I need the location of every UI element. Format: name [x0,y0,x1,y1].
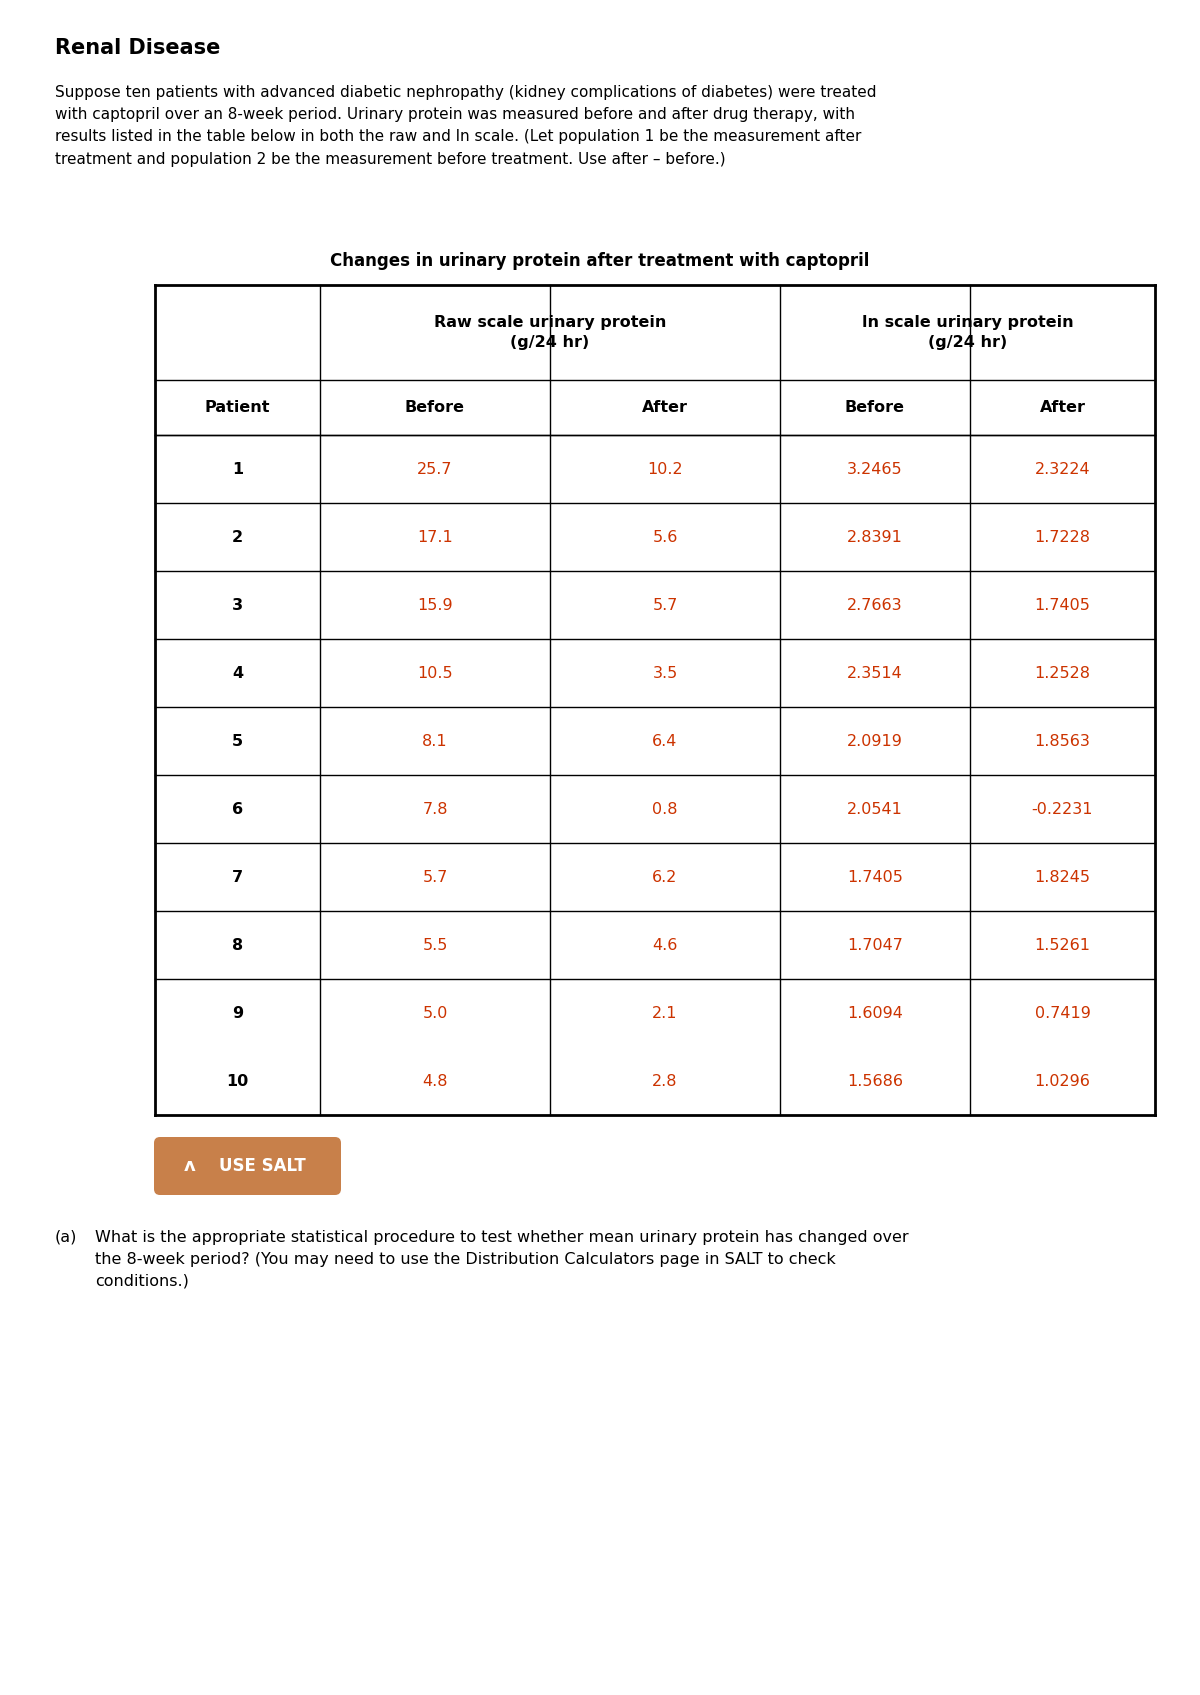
Text: After: After [642,400,688,415]
Text: 1.7228: 1.7228 [1034,529,1091,544]
Text: 1.6094: 1.6094 [847,1005,902,1020]
Text: 5: 5 [232,734,244,749]
Text: 1.0296: 1.0296 [1034,1073,1091,1088]
Text: Before: Before [406,400,466,415]
Text: Changes in urinary protein after treatment with captopril: Changes in urinary protein after treatme… [330,253,870,270]
Text: 0.7419: 0.7419 [1034,1005,1091,1020]
Text: Raw scale urinary protein
(g/24 hr): Raw scale urinary protein (g/24 hr) [434,315,666,351]
Text: 4.8: 4.8 [422,1073,448,1088]
Text: 5.7: 5.7 [422,870,448,885]
Text: 2.3514: 2.3514 [847,666,902,680]
Text: 0.8: 0.8 [653,802,678,817]
Text: 10: 10 [227,1073,248,1088]
Text: 2.7663: 2.7663 [847,598,902,612]
Text: 2.3224: 2.3224 [1034,461,1091,476]
Text: 15.9: 15.9 [418,598,452,612]
Text: 2: 2 [232,529,244,544]
Text: (a): (a) [55,1231,77,1246]
Text: the 8-week period? (You may need to use the Distribution Calculators page in SAL: the 8-week period? (You may need to use … [95,1253,835,1266]
Text: 5.0: 5.0 [422,1005,448,1020]
Text: ln scale urinary protein
(g/24 hr): ln scale urinary protein (g/24 hr) [862,315,1073,351]
Text: 1: 1 [232,461,244,476]
Text: After: After [1039,400,1086,415]
Text: Before: Before [845,400,905,415]
Text: 1.2528: 1.2528 [1034,666,1091,680]
Text: 4: 4 [232,666,244,680]
Text: Renal Disease: Renal Disease [55,37,221,58]
Text: ʌ: ʌ [184,1158,196,1175]
Text: 25.7: 25.7 [418,461,452,476]
Text: 3: 3 [232,598,244,612]
Text: USE SALT: USE SALT [220,1158,306,1175]
Text: 3.5: 3.5 [653,666,678,680]
Text: 10.5: 10.5 [418,666,452,680]
Text: 1.8563: 1.8563 [1034,734,1091,749]
Text: 7: 7 [232,870,244,885]
Text: 1.5686: 1.5686 [847,1073,904,1088]
Text: 2.8391: 2.8391 [847,529,902,544]
Text: 5.7: 5.7 [653,598,678,612]
Text: 1.5261: 1.5261 [1034,937,1091,953]
Text: 4.6: 4.6 [653,937,678,953]
Text: 5.6: 5.6 [653,529,678,544]
Text: -0.2231: -0.2231 [1032,802,1093,817]
Text: 2.0541: 2.0541 [847,802,902,817]
Text: 1.8245: 1.8245 [1034,870,1091,885]
Text: 2.0919: 2.0919 [847,734,902,749]
Text: 1.7405: 1.7405 [847,870,902,885]
Text: What is the appropriate statistical procedure to test whether mean urinary prote: What is the appropriate statistical proc… [95,1231,908,1246]
Text: 8.1: 8.1 [422,734,448,749]
Text: 1.7405: 1.7405 [1034,598,1091,612]
FancyBboxPatch shape [154,1137,341,1195]
Text: conditions.): conditions.) [95,1275,188,1288]
Text: 17.1: 17.1 [418,529,452,544]
Text: 10.2: 10.2 [647,461,683,476]
Text: Suppose ten patients with advanced diabetic nephropathy (kidney complications of: Suppose ten patients with advanced diabe… [55,85,876,166]
Text: 7.8: 7.8 [422,802,448,817]
Text: 8: 8 [232,937,244,953]
Text: 2.1: 2.1 [653,1005,678,1020]
Text: Patient: Patient [205,400,270,415]
Text: 3.2465: 3.2465 [847,461,902,476]
Text: 6.4: 6.4 [653,734,678,749]
Text: 9: 9 [232,1005,244,1020]
Text: 5.5: 5.5 [422,937,448,953]
Text: 2.8: 2.8 [653,1073,678,1088]
Text: 6.2: 6.2 [653,870,678,885]
Text: 6: 6 [232,802,244,817]
Text: 1.7047: 1.7047 [847,937,902,953]
